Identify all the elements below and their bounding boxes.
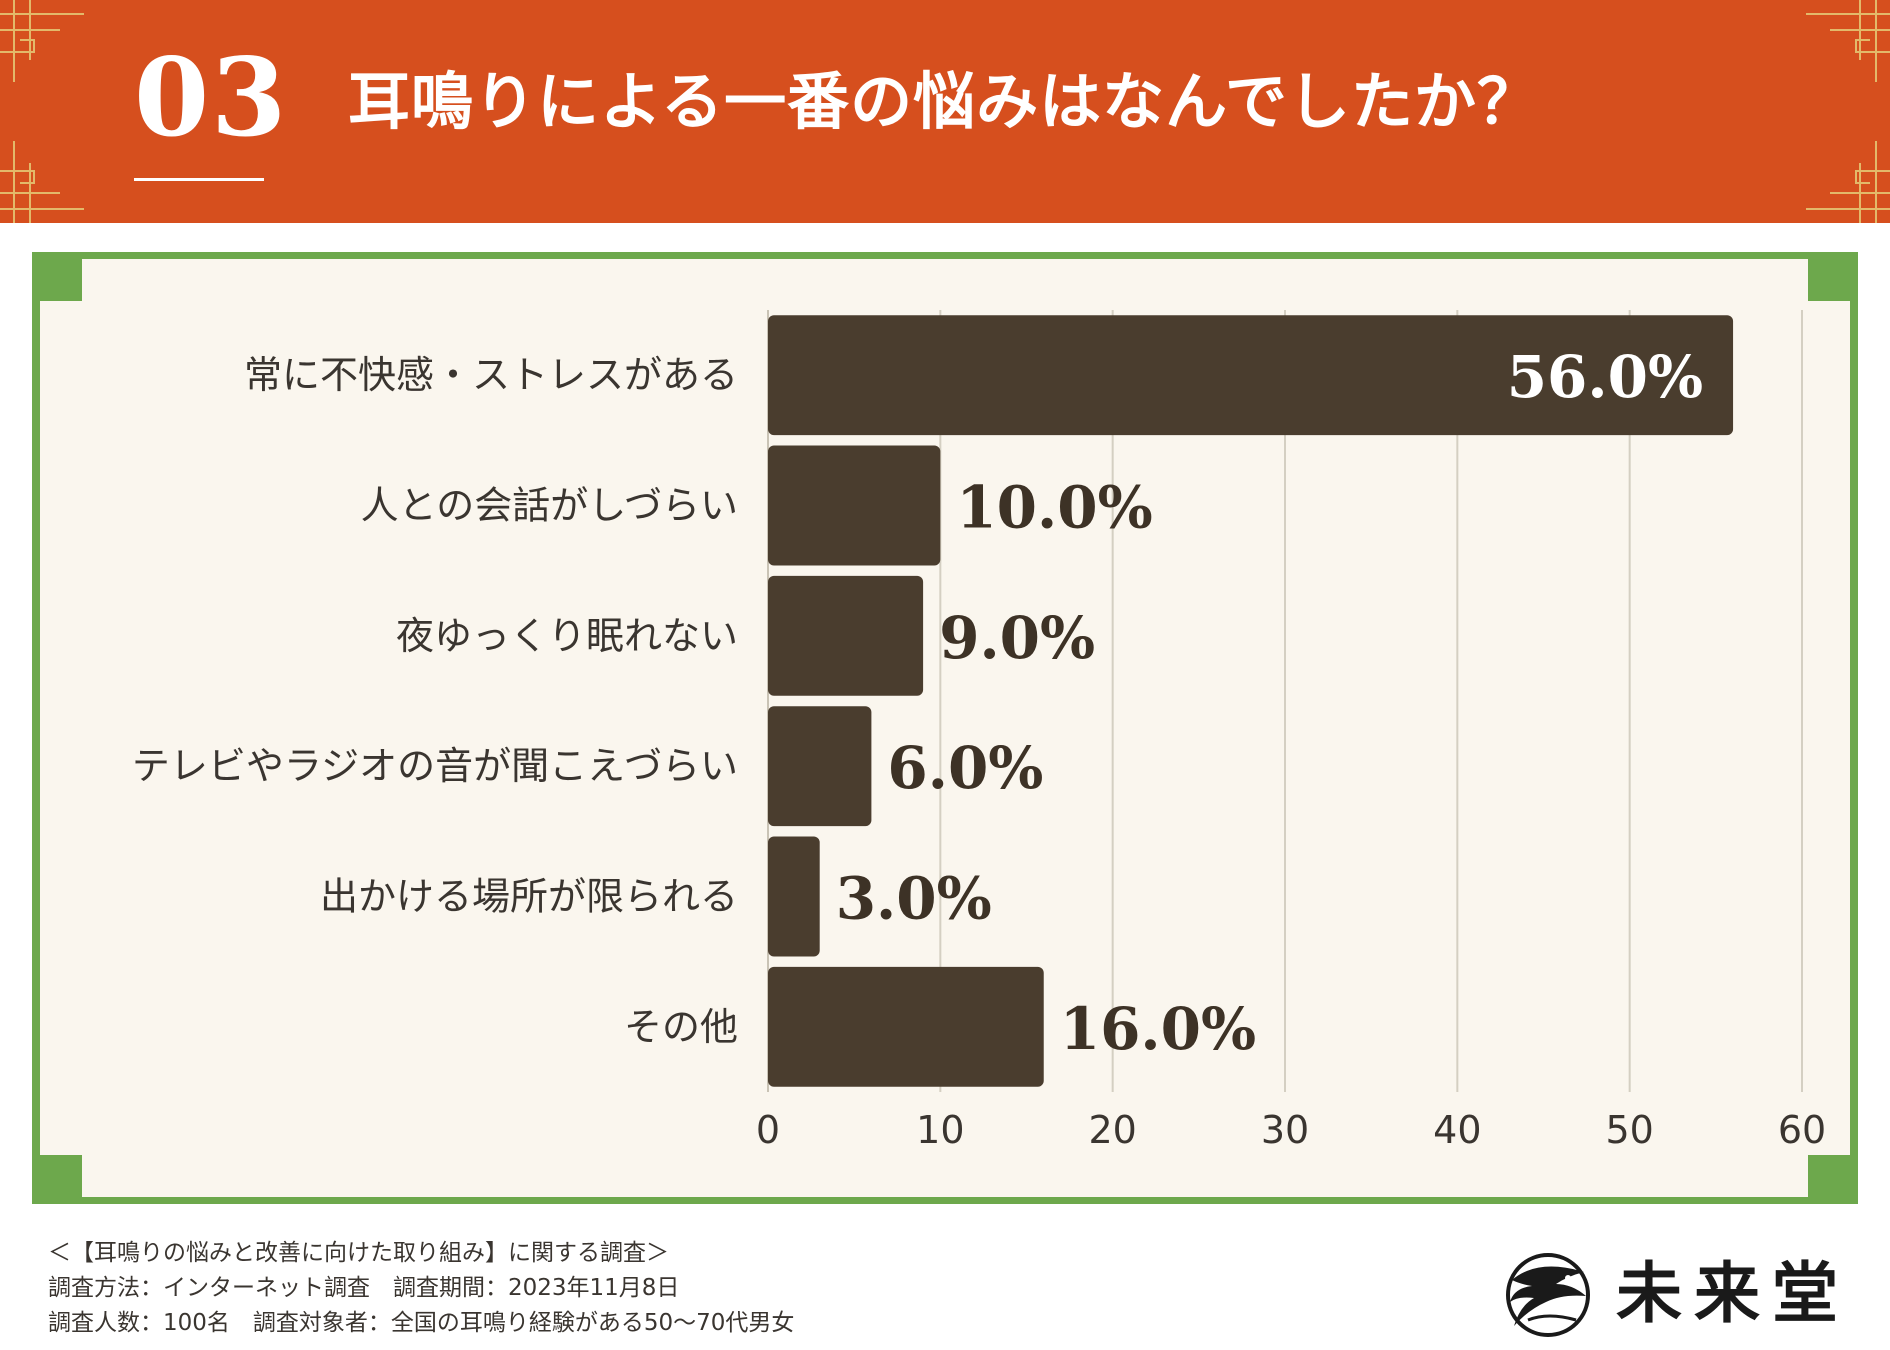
survey-method: 調査方法：インターネット調査 調査期間：2023年11月8日 xyxy=(48,1275,680,1301)
bar xyxy=(768,445,941,566)
frame-corner-top-left xyxy=(40,259,82,301)
bar xyxy=(768,315,1734,436)
number-underline xyxy=(134,178,264,181)
category-label: 人との会話がしづらい xyxy=(361,484,738,528)
value-label: 16.0% xyxy=(1060,995,1256,1063)
bar xyxy=(768,966,1044,1087)
value-label: 9.0% xyxy=(939,604,1095,672)
frame-corner-bottom-right xyxy=(1808,1155,1850,1197)
brand-logo: 未来堂 xyxy=(1498,1250,1848,1340)
x-tick-label: 50 xyxy=(1605,1108,1653,1152)
value-label: 3.0% xyxy=(836,865,992,933)
survey-info: ＜【耳鳴りの悩みと改善に向けた取り組み】に関する調査＞ 調査方法：インターネット… xyxy=(48,1236,794,1341)
corner-ornament-left-icon xyxy=(0,0,84,223)
crane-emblem-icon xyxy=(1506,1253,1590,1337)
corner-ornament-right-icon xyxy=(1806,0,1890,223)
survey-title: ＜【耳鳴りの悩みと改善に向けた取り組み】に関する調査＞ xyxy=(48,1240,669,1266)
x-tick-label: 40 xyxy=(1433,1108,1481,1152)
x-tick-label: 60 xyxy=(1778,1108,1826,1152)
survey-target: 調査人数：100名 調査対象者：全国の耳鳴り経験がある50〜70代男女 xyxy=(48,1310,795,1336)
value-label: 56.0% xyxy=(1507,343,1703,411)
category-label: その他 xyxy=(624,1005,738,1049)
category-label: 常に不快感・ストレスがある xyxy=(244,353,738,397)
category-label: テレビやラジオの音が聞こえづらい xyxy=(132,744,738,788)
x-tick-label: 0 xyxy=(756,1108,780,1152)
x-tick-label: 30 xyxy=(1261,1108,1309,1152)
question-number: 03 xyxy=(134,35,289,161)
x-tick-label: 20 xyxy=(1088,1108,1136,1152)
value-label: 10.0% xyxy=(956,474,1152,542)
bar xyxy=(768,836,820,957)
value-label: 6.0% xyxy=(887,734,1043,802)
frame-corner-top-right xyxy=(1808,259,1850,301)
bar xyxy=(768,575,924,696)
page-title: 耳鳴りによる一番の悩みはなんでしたか？ xyxy=(348,65,1541,138)
x-tick-label: 10 xyxy=(916,1108,964,1152)
header-band: 03 耳鳴りによる一番の悩みはなんでしたか？ xyxy=(0,0,1890,223)
category-label: 出かける場所が限られる xyxy=(320,875,738,919)
frame-corner-bottom-left xyxy=(40,1155,82,1197)
brand-name: 未来堂 xyxy=(1616,1254,1850,1332)
bar xyxy=(768,706,872,827)
category-label: 夜ゆっくり眠れない xyxy=(396,614,738,658)
